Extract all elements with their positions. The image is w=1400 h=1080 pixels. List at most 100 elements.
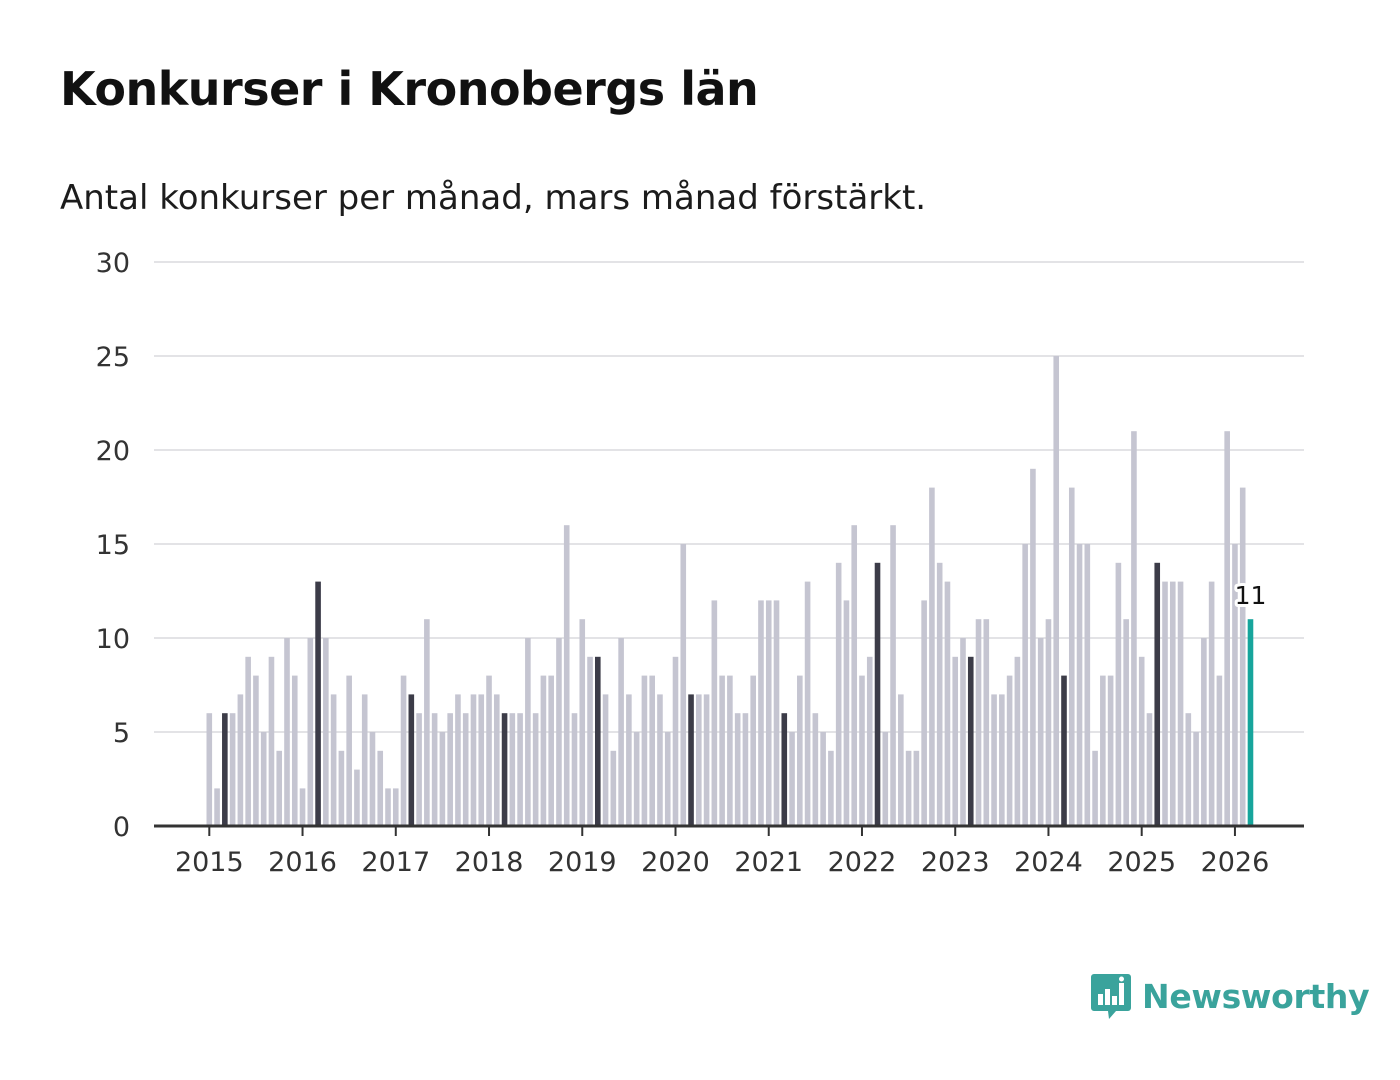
bar xyxy=(486,675,492,826)
bar xyxy=(253,675,259,826)
bars xyxy=(206,356,1254,826)
bar xyxy=(1022,544,1028,826)
bar xyxy=(1068,487,1075,826)
x-tick-label: 2017 xyxy=(361,847,430,878)
bar xyxy=(1123,619,1129,826)
data-labels: 11 xyxy=(1232,578,1270,613)
x-tick-label: 2019 xyxy=(548,847,617,878)
bar xyxy=(1232,544,1238,826)
bar xyxy=(1030,468,1036,826)
bar xyxy=(664,732,671,826)
bar xyxy=(229,713,236,826)
bar-march xyxy=(222,713,228,826)
chart-title: Konkurser i Kronobergs län xyxy=(60,62,759,116)
bar xyxy=(338,750,345,826)
bar-march xyxy=(967,656,974,826)
bar xyxy=(734,713,741,826)
bar xyxy=(719,675,725,826)
bar xyxy=(1100,675,1106,826)
bar xyxy=(921,600,927,826)
bar xyxy=(587,656,593,826)
bar xyxy=(1084,544,1091,826)
bar xyxy=(1138,656,1145,826)
bar xyxy=(1092,750,1098,826)
bar xyxy=(1193,732,1199,826)
bar xyxy=(369,732,376,826)
bar xyxy=(447,713,453,826)
x-tick-label: 2022 xyxy=(828,847,897,878)
bar xyxy=(703,694,710,826)
bar xyxy=(804,581,811,826)
bar xyxy=(307,638,314,826)
bar xyxy=(649,675,655,826)
bar-march xyxy=(1061,675,1067,826)
bar xyxy=(843,600,850,826)
bar xyxy=(439,732,446,826)
bar xyxy=(330,694,337,826)
bar xyxy=(291,675,298,826)
y-tick-label: 30 xyxy=(96,248,130,279)
bar xyxy=(354,769,360,826)
bar xyxy=(828,750,834,826)
bar xyxy=(952,656,959,826)
bar xyxy=(991,694,997,826)
bar xyxy=(1037,638,1044,826)
x-tick-label: 2025 xyxy=(1107,847,1176,878)
bar-chart-speech-bubble-icon xyxy=(1091,974,1131,1019)
bar xyxy=(727,675,733,826)
bar xyxy=(385,788,391,826)
bar xyxy=(1045,619,1052,826)
bar xyxy=(532,713,539,826)
bar xyxy=(462,713,469,826)
bar xyxy=(618,638,624,826)
chart-subtitle: Antal konkurser per månad, mars månad fö… xyxy=(60,178,927,218)
bar xyxy=(765,600,772,826)
bar xyxy=(913,750,920,826)
bar xyxy=(750,675,756,826)
bar xyxy=(323,638,329,826)
bar-march xyxy=(595,656,601,826)
bar xyxy=(1239,487,1246,826)
bar-march xyxy=(408,694,415,826)
bar xyxy=(1131,431,1137,826)
bar xyxy=(680,544,687,826)
x-tick-label: 2016 xyxy=(268,847,337,878)
bar xyxy=(835,562,842,826)
bar xyxy=(579,619,586,826)
bar xyxy=(773,600,780,826)
bar xyxy=(455,694,461,826)
bar xyxy=(1107,675,1114,826)
x-tick-label: 2015 xyxy=(175,847,244,878)
bar xyxy=(377,750,384,826)
x-tick-label: 2020 xyxy=(641,847,710,878)
bar xyxy=(905,750,912,826)
bar xyxy=(626,694,632,826)
bar xyxy=(797,675,803,826)
bar xyxy=(672,656,679,826)
x-tick-label: 2021 xyxy=(734,847,803,878)
bar xyxy=(999,694,1005,826)
bar xyxy=(1201,638,1207,826)
bar xyxy=(1146,713,1153,826)
bar xyxy=(812,713,819,826)
bar-march xyxy=(781,713,788,826)
bar xyxy=(361,694,368,826)
bar xyxy=(1053,356,1060,826)
bar xyxy=(517,713,523,826)
bar xyxy=(944,581,951,826)
bar xyxy=(641,675,648,826)
x-axis: 2015 2016 2017 2018 2019 2020 2021 2022 2023 2024… xyxy=(175,826,1269,878)
bar xyxy=(758,600,764,826)
bar xyxy=(657,694,663,826)
bar xyxy=(960,638,966,826)
bar xyxy=(789,732,795,826)
bar xyxy=(866,656,873,826)
bar xyxy=(392,788,399,826)
bar xyxy=(525,638,531,826)
bar xyxy=(1014,656,1021,826)
bar xyxy=(548,675,554,826)
bar xyxy=(346,675,352,826)
bar xyxy=(237,694,244,826)
y-tick-label: 20 xyxy=(96,436,130,467)
bar xyxy=(299,788,306,826)
